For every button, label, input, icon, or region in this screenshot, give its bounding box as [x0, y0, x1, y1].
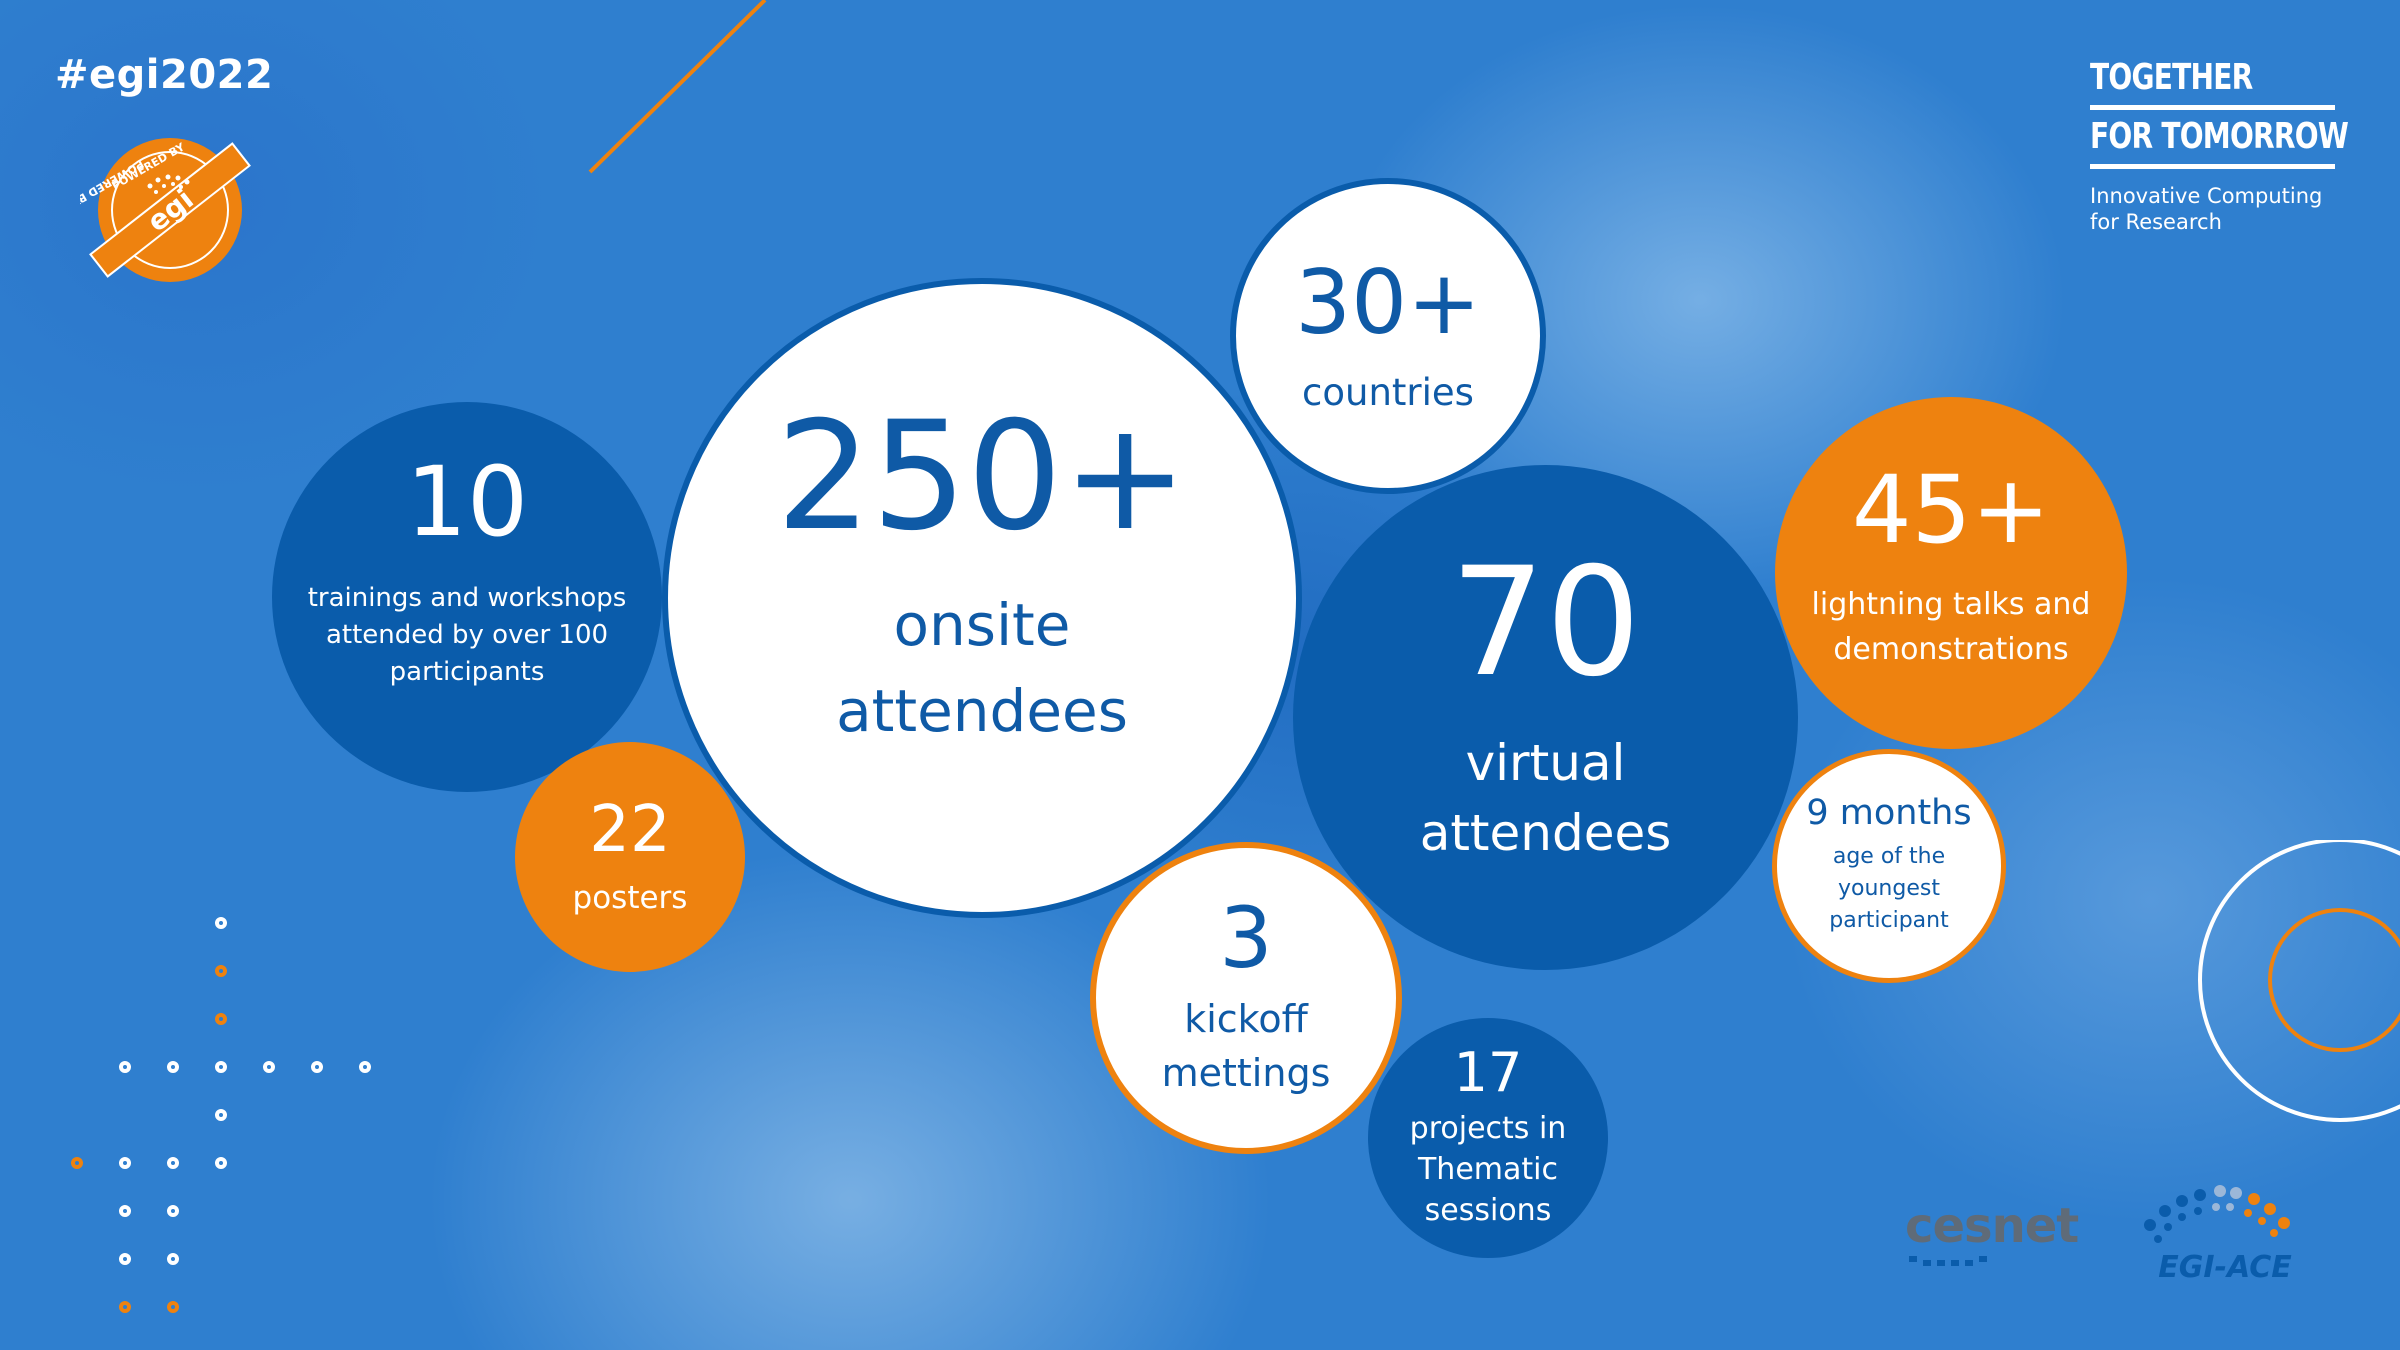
- svg-text:EGI-ACE: EGI-ACE: [2158, 1250, 2292, 1285]
- decorative-line: [588, 0, 767, 174]
- stat-virtual-attendees: 70 virtual attendees: [1293, 465, 1798, 970]
- brand-divider-2: [2090, 164, 2335, 169]
- brand-line-1: TOGETHER: [2090, 57, 2253, 98]
- stat-label: posters: [572, 880, 688, 916]
- powered-by-egi-badge: egi POWERED BY POWERED BY: [80, 138, 251, 282]
- decorative-dot-grid: [0, 0, 400, 1350]
- stat-projects: 17 projects in Thematic sessions: [1368, 1018, 1608, 1258]
- stat-trainings: 10 trainings and workshops attended by o…: [272, 402, 662, 792]
- stat-onsite-attendees: 250+ onsite attendees: [662, 278, 1302, 918]
- brand-line-2: FOR TOMORROW: [2090, 116, 2349, 157]
- stat-value: 250+: [776, 390, 1188, 564]
- stat-label: virtual attendees: [1419, 733, 1672, 862]
- stat-value: 9 months: [1806, 792, 1972, 833]
- brand-subtitle: Innovative Computing for Research: [2090, 184, 2323, 234]
- stat-label: kickoff mettings: [1161, 997, 1331, 1095]
- stat-kickoff-meetings: 3 kickoff mettings: [1090, 842, 1402, 1154]
- stat-label: onsite attendees: [836, 591, 1128, 745]
- stat-label: trainings and workshops attended by over…: [307, 582, 627, 687]
- together-for-tomorrow-logo: TOGETHER FOR TOMORROW Innovative Computi…: [2090, 55, 2349, 235]
- stat-value: 22: [589, 793, 671, 867]
- stat-countries: 30+ countries: [1230, 178, 1546, 494]
- brand-divider: [2090, 105, 2335, 110]
- stat-value: 45+: [1851, 456, 2051, 565]
- decorative-rings: [2198, 840, 2400, 1122]
- stat-youngest-participant: 9 months age of the youngest participant: [1772, 749, 2006, 983]
- stat-label: projects in Thematic sessions: [1409, 1110, 1567, 1228]
- stat-value: 30+: [1295, 250, 1481, 354]
- stat-label: countries: [1302, 370, 1474, 414]
- stat-posters: 22 posters: [515, 742, 745, 972]
- stat-value: 17: [1453, 1040, 1523, 1104]
- stat-value: 70: [1450, 535, 1641, 710]
- stat-label: age of the youngest participant: [1829, 843, 1949, 933]
- stat-lightning-talks: 45+ lightning talks and demonstrations: [1775, 397, 2127, 749]
- cesnet-logo: cesnet: [1905, 1198, 2079, 1268]
- egi-ace-logo: EGI-ACE: [2130, 1175, 2320, 1289]
- stat-value: 10: [405, 445, 529, 558]
- stat-label: lightning talks and demonstrations: [1811, 587, 2091, 667]
- hashtag: #egi2022: [55, 52, 274, 98]
- stat-value: 3: [1219, 889, 1273, 987]
